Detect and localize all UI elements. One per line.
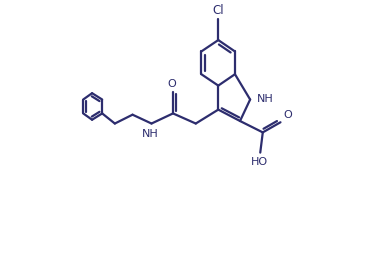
- Text: Cl: Cl: [212, 4, 224, 16]
- Text: O: O: [283, 110, 292, 120]
- Text: HO: HO: [251, 157, 268, 167]
- Text: O: O: [167, 79, 176, 89]
- Text: NH: NH: [142, 128, 159, 139]
- Text: NH: NH: [256, 94, 273, 104]
